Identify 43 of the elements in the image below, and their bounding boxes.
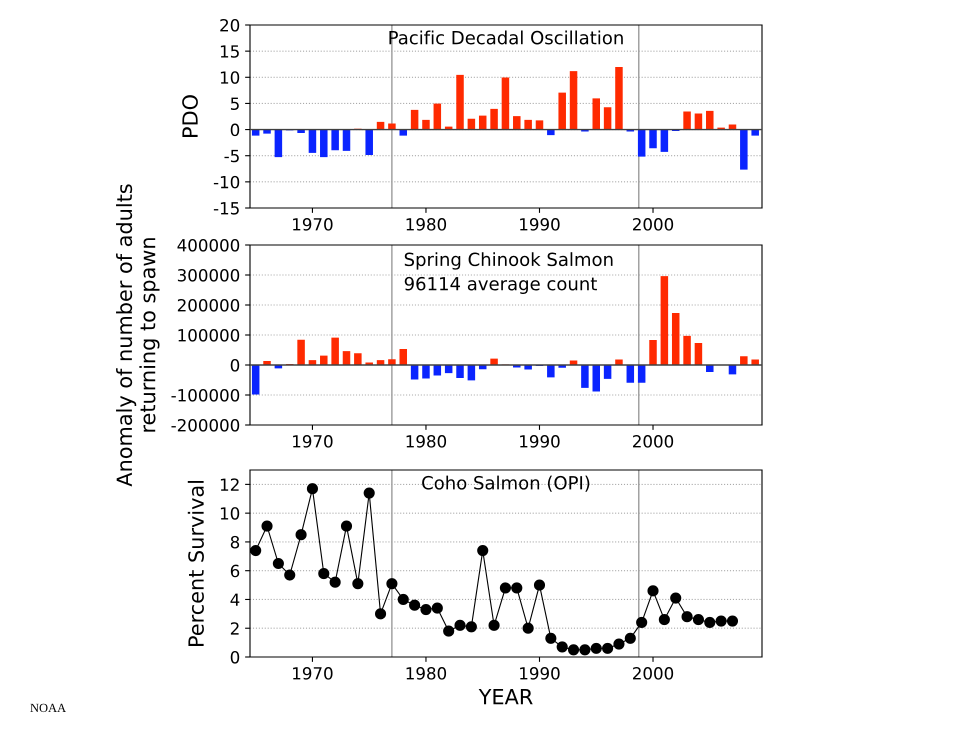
x-tick-label: 1990 [520,667,560,680]
x-tick-label: 1990 [520,218,560,231]
y-tick-label: -15 [214,202,239,215]
y-tick-label: 100000 [178,328,240,342]
y-axis-title: Percent Survival [188,480,204,646]
x-tick-label: 1970 [293,667,333,680]
x-axis-title: YEAR [478,689,533,704]
y-tick-label: 300000 [178,268,240,282]
text: NOAA [30,704,66,712]
y-tick-label: 400000 [177,238,240,252]
x-tick-label: 2000 [633,218,674,231]
x-tick-label: 1980 [406,667,446,680]
y-axis-title: Anomaly of number of adults returning to spawn [116,184,160,487]
y-tick-label: 15 [220,45,239,58]
y-tick-label: 0 [230,124,240,136]
y-axis-title: PDO [182,95,198,137]
x-tick-label: 1970 [293,435,333,448]
y-tick-label: 4 [230,594,240,606]
x-tick-label: 2000 [633,667,674,680]
x-tick-label: 1990 [520,435,560,448]
y-tick-label: 200000 [178,298,240,312]
chart-title: Coho Salmon (OPI) [422,476,590,492]
text: 96114 average count [404,276,597,294]
y-tick-label: -200000 [171,418,240,432]
y-tick-label: -100000 [171,388,240,402]
chart-title: Pacific Decadal Oscillation [389,30,623,44]
x-tick-label: 1970 [293,218,333,231]
y-tick-label: -5 [224,150,239,162]
y-tick-label: 0 [230,358,240,372]
x-tick-label: 1980 [406,435,446,448]
y-tick-label: 10 [220,71,240,84]
y-tick-label: 2 [230,622,239,635]
y-tick-label: 8 [230,536,240,548]
y-tick-label: 12 [220,478,239,491]
y-tick-label: 10 [220,507,240,520]
y-tick-label: 5 [230,98,239,110]
y-tick-label: 0 [230,650,240,664]
y-tick-label: -10 [214,176,240,188]
y-tick-label: 6 [230,564,240,578]
y-tick-label: 20 [220,18,240,32]
x-tick-label: 2000 [633,435,674,448]
chart-title: Spring Chinook Salmon [404,252,612,270]
x-tick-label: 1980 [406,218,446,231]
